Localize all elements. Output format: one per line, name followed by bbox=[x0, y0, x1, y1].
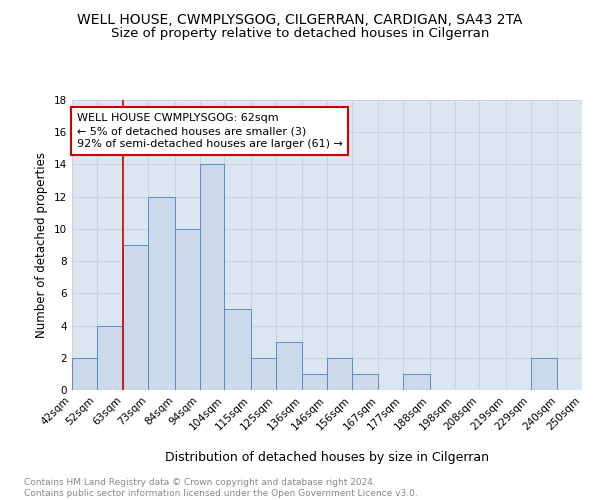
Text: Contains HM Land Registry data © Crown copyright and database right 2024.
Contai: Contains HM Land Registry data © Crown c… bbox=[24, 478, 418, 498]
Bar bbox=[327, 358, 352, 390]
Bar bbox=[97, 326, 124, 390]
Bar bbox=[275, 342, 302, 390]
Bar bbox=[175, 229, 200, 390]
Text: WELL HOUSE, CWMPLYSGOG, CILGERRAN, CARDIGAN, SA43 2TA: WELL HOUSE, CWMPLYSGOG, CILGERRAN, CARDI… bbox=[77, 12, 523, 26]
Y-axis label: Number of detached properties: Number of detached properties bbox=[35, 152, 49, 338]
Bar bbox=[200, 164, 224, 390]
Bar bbox=[403, 374, 430, 390]
Bar bbox=[124, 245, 148, 390]
Text: WELL HOUSE CWMPLYSGOG: 62sqm
← 5% of detached houses are smaller (3)
92% of semi: WELL HOUSE CWMPLYSGOG: 62sqm ← 5% of det… bbox=[77, 113, 343, 150]
Text: Size of property relative to detached houses in Cilgerran: Size of property relative to detached ho… bbox=[111, 28, 489, 40]
Text: Distribution of detached houses by size in Cilgerran: Distribution of detached houses by size … bbox=[165, 451, 489, 464]
Bar bbox=[251, 358, 275, 390]
Bar bbox=[352, 374, 379, 390]
Bar bbox=[530, 358, 557, 390]
Bar bbox=[302, 374, 327, 390]
Bar bbox=[72, 358, 97, 390]
Bar bbox=[224, 310, 251, 390]
Bar bbox=[148, 196, 175, 390]
